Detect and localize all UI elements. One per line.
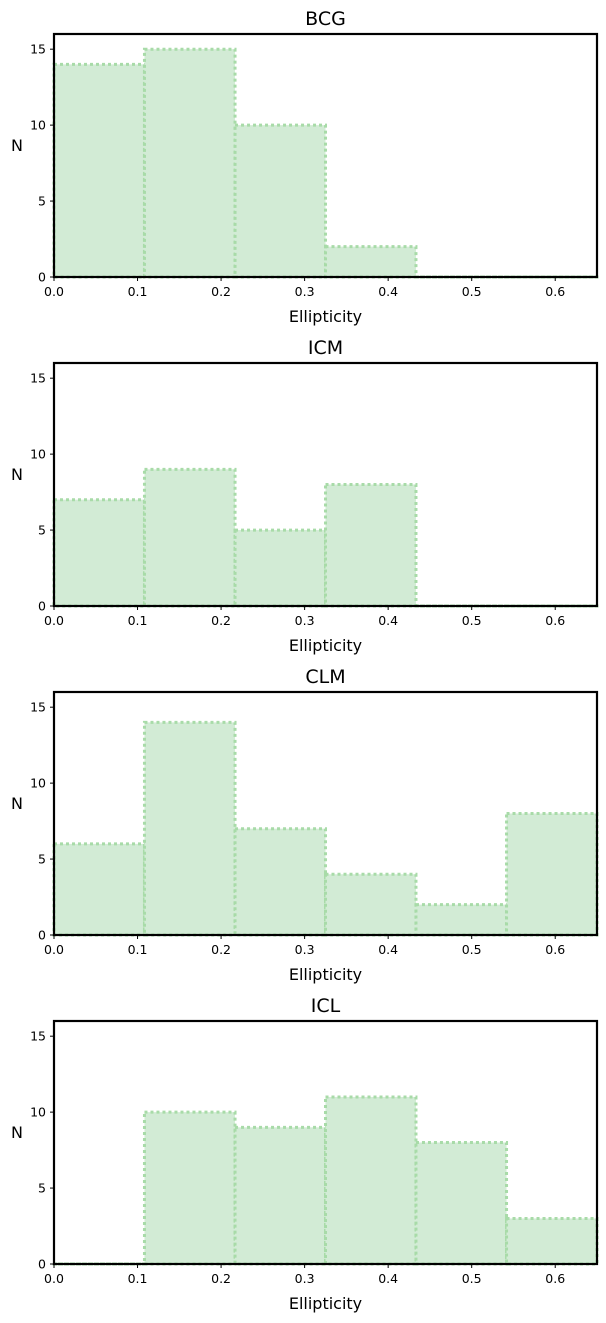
histogram-bar	[414, 1141, 509, 1266]
x-tick-label: 0.5	[462, 1271, 482, 1286]
x-tick-label: 0.3	[295, 613, 315, 628]
plot-frame	[52, 690, 599, 937]
histogram-bar	[52, 842, 146, 937]
histogram-panel-icl: ICL 0.0 0.1 0.2 0.3 0.4 0.5 0.6 0 5 10 15 Ellipticit…	[11, 995, 599, 1313]
x-tick-label: 0.6	[545, 942, 565, 957]
x-tick-label: 0.0	[44, 613, 64, 628]
y-axis-label: N	[11, 1123, 23, 1142]
chart-title: ICL	[311, 995, 341, 1017]
y-tick-label: 15	[30, 1029, 46, 1044]
x-tick-label: 0.5	[462, 613, 482, 628]
x-axis-label: Ellipticity	[289, 636, 362, 655]
y-tick-label: 5	[38, 852, 46, 867]
x-tick-label: 0.4	[378, 284, 398, 299]
y-tick-label: 10	[30, 118, 46, 133]
y-tick-label: 15	[30, 700, 46, 715]
x-tick-label: 0.0	[44, 1271, 64, 1286]
y-tick-label: 5	[38, 194, 46, 209]
histogram-panel-clm: CLM 0.0 0.1 0.2 0.3 0.4 0.5 0.6 0 5 10 15 Ellipticit…	[11, 666, 599, 984]
histogram-bar	[233, 1125, 327, 1266]
y-tick-label: 5	[38, 1181, 46, 1196]
x-tick-label: 0.5	[462, 284, 482, 299]
x-tick-label: 0.4	[378, 942, 398, 957]
histogram-bar	[324, 872, 418, 937]
x-tick-label: 0.3	[295, 284, 315, 299]
y-axis-label: N	[11, 465, 23, 484]
x-tick-label: 0.6	[545, 613, 565, 628]
x-tick-label: 0.4	[378, 1271, 398, 1286]
y-tick-label: 0	[38, 928, 46, 943]
y-tick-label: 0	[38, 1257, 46, 1272]
x-tick-label: 0.4	[378, 613, 398, 628]
y-tick-label: 10	[30, 447, 46, 462]
y-tick-label: 10	[30, 776, 46, 791]
y-tick-label: 10	[30, 1105, 46, 1120]
x-tick-label: 0.1	[128, 613, 148, 628]
histogram-panel-bcg: BCG 0.0 0.1 0.2 0.3 0.4 0.5 0.6 0 5 10 15 Ellipticit…	[11, 8, 599, 326]
histogram-bar	[142, 467, 237, 608]
chart-title: ICM	[308, 337, 343, 359]
x-tick-label: 0.6	[545, 1271, 565, 1286]
y-axis-label: N	[11, 136, 23, 155]
x-tick-label: 0.2	[211, 942, 231, 957]
x-tick-label: 0.5	[462, 942, 482, 957]
histogram-bar	[142, 47, 237, 279]
x-tick-label: 0.2	[211, 1271, 231, 1286]
histogram-bar	[324, 483, 418, 608]
histogram-bar	[52, 62, 146, 279]
y-tick-label: 0	[38, 599, 46, 614]
x-tick-label: 0.0	[44, 284, 64, 299]
histogram-bar	[324, 1095, 418, 1266]
y-tick-label: 15	[30, 42, 46, 57]
histogram-bar	[233, 827, 327, 937]
x-tick-label: 0.3	[295, 1271, 315, 1286]
x-tick-label: 0.3	[295, 942, 315, 957]
x-tick-label: 0.2	[211, 284, 231, 299]
histogram-bar	[52, 498, 146, 608]
x-tick-label: 0.1	[128, 1271, 148, 1286]
histogram-bar	[233, 528, 327, 608]
histogram-bar	[142, 720, 237, 937]
x-tick-label: 0.6	[545, 284, 565, 299]
x-tick-label: 0.0	[44, 942, 64, 957]
histogram-bar	[505, 812, 599, 937]
plot-frame	[52, 32, 599, 279]
plot-frame	[52, 1019, 599, 1266]
histogram-bar	[142, 1110, 237, 1266]
x-tick-label: 0.1	[128, 284, 148, 299]
y-tick-label: 0	[38, 270, 46, 285]
histogram-bar	[414, 903, 509, 937]
y-tick-label: 5	[38, 523, 46, 538]
x-axis-label: Ellipticity	[289, 965, 362, 984]
x-axis-label: Ellipticity	[289, 1294, 362, 1313]
histogram-bar	[233, 123, 327, 279]
chart-title: CLM	[305, 666, 345, 688]
y-axis-label: N	[11, 794, 23, 813]
histogram-bar	[505, 1216, 599, 1266]
x-axis-label: Ellipticity	[289, 307, 362, 326]
chart-title: BCG	[305, 8, 346, 30]
plot-frame	[52, 361, 599, 608]
y-tick-label: 15	[30, 371, 46, 386]
x-tick-label: 0.2	[211, 613, 231, 628]
histogram-panel-icm: ICM 0.0 0.1 0.2 0.3 0.4 0.5 0.6 0 5 10 15 Ellipticit…	[11, 337, 599, 655]
x-tick-label: 0.1	[128, 942, 148, 957]
histogram-bar	[324, 245, 418, 279]
